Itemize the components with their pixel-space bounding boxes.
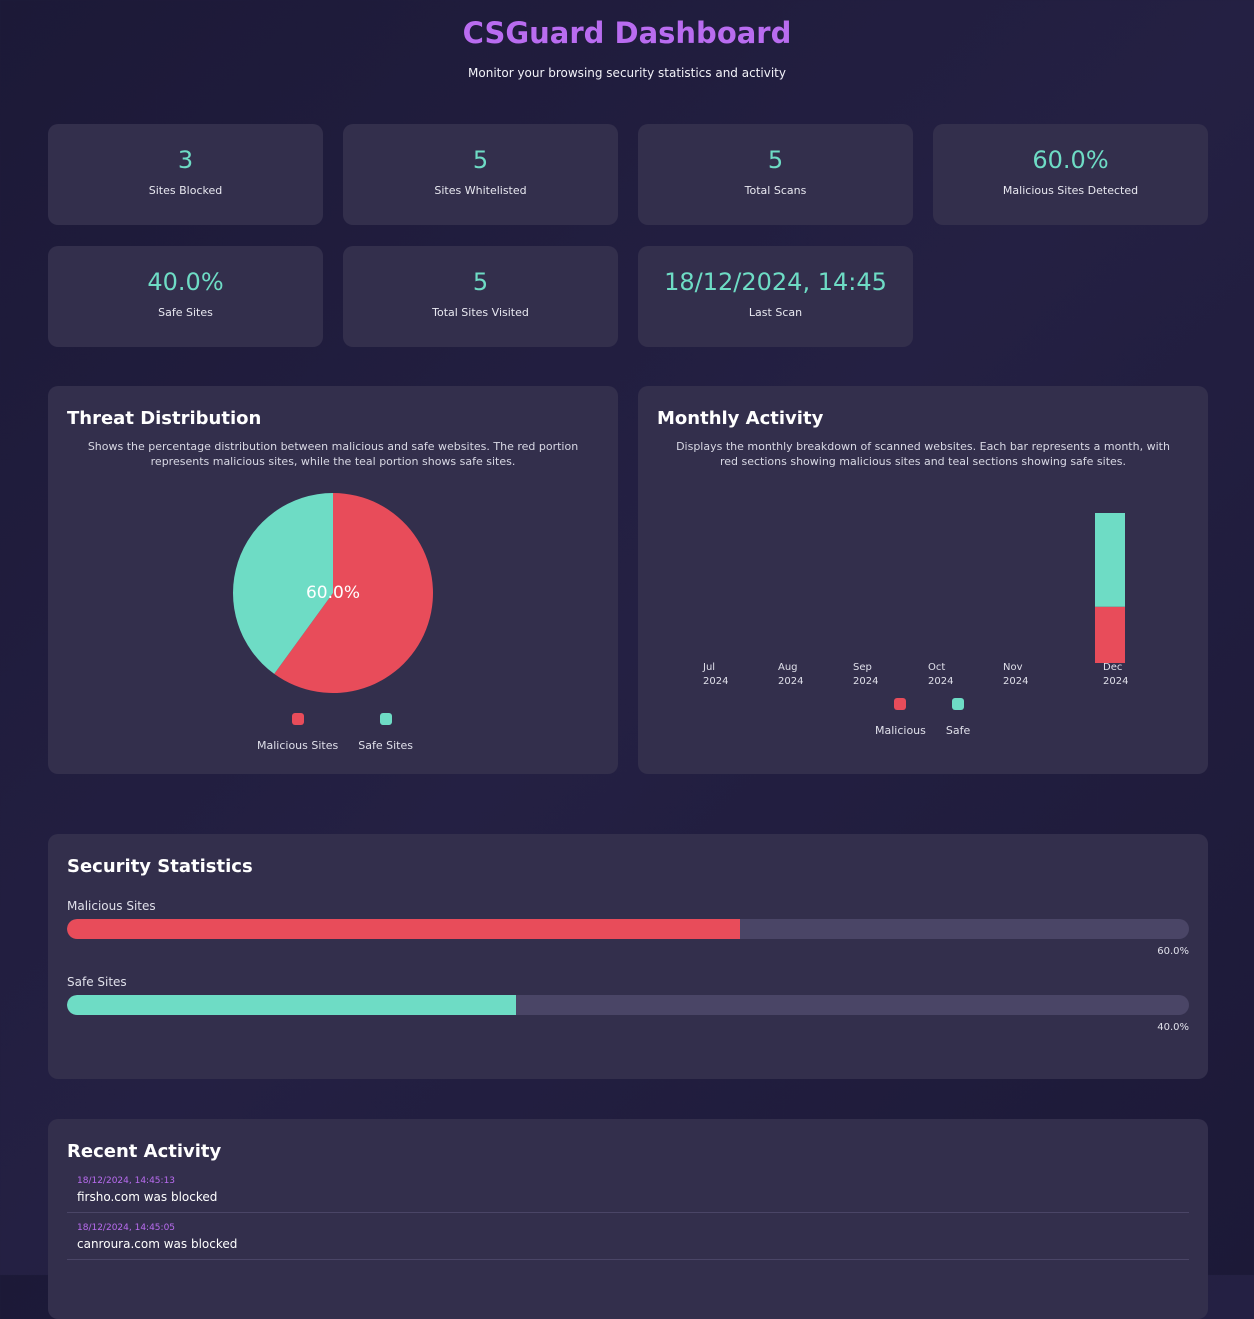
activity-message: firsho.com was blocked [77, 1190, 218, 1204]
stat-label: Malicious Sites Detected [1002, 184, 1139, 197]
activity-message: canroura.com was blocked [77, 1237, 238, 1251]
panel-description: Displays the monthly breakdown of scanne… [676, 440, 1170, 468]
legend-item-safe[interactable]: Safe Sites [358, 713, 413, 752]
progress-label: Safe Sites [67, 975, 127, 989]
monthly-activity-panel: Monthly Activity Displays the monthly br… [638, 386, 1208, 774]
page-subtitle: Monitor your browsing security statistic… [468, 66, 786, 80]
stat-sites-blocked: 3 Sites Blocked [48, 124, 323, 225]
panel-description: Shows the percentage distribution betwee… [87, 440, 579, 468]
x-tick-label: 2024 [928, 676, 953, 687]
legend-item-safe[interactable]: Safe [946, 698, 970, 737]
legend-label: Malicious [875, 724, 926, 737]
bar-malicious-dec[interactable] [1095, 606, 1125, 663]
stat-label: Sites Whitelisted [434, 184, 527, 197]
stat-value: 60.0% [1032, 146, 1109, 174]
x-tick-label: Sep [853, 662, 872, 673]
stat-label: Last Scan [748, 306, 803, 319]
legend-swatch [291, 713, 304, 725]
x-tick-label: 2024 [778, 676, 803, 687]
panel-title: Threat Distribution [67, 408, 262, 429]
activity-time: 18/12/2024, 14:45:05 [77, 1223, 176, 1233]
security-statistics-panel: Security Statistics Malicious Sites 60.0… [48, 834, 1208, 1079]
progress-label: Malicious Sites [67, 899, 156, 913]
stat-total-visited: 5 Total Sites Visited [343, 246, 618, 347]
x-tick-label: 2024 [1103, 676, 1128, 687]
legend-item-malicious[interactable]: Malicious Sites [257, 713, 338, 752]
threat-distribution-panel: Threat Distribution Shows the percentage… [48, 386, 618, 774]
safe-progress-bar [67, 995, 1189, 1015]
bar-chart: Jul 2024 Aug 2024 Sep 2024 Oct 2024 Nov 2024 Dec 20… [702, 513, 1128, 687]
pie-slice-malicious-sites[interactable] [274, 493, 433, 693]
legend-swatch [894, 698, 907, 710]
stats-grid: 3 Sites Blocked 5 Sites Whitelisted 5 Total… [48, 124, 1208, 347]
activity-time: 18/12/2024, 14:45:13 [77, 1176, 176, 1186]
x-tick-label: 2024 [703, 676, 728, 687]
bar-legend: Malicious Safe [875, 698, 970, 737]
stat-total-scans: 5 Total Scans [638, 124, 913, 225]
x-tick-label: Aug [778, 662, 798, 673]
stat-label: Sites Blocked [148, 184, 223, 197]
stat-value: 5 [472, 146, 489, 174]
activity-item: 18/12/2024, 14:45:05 canroura.com was blo… [67, 1213, 1189, 1260]
x-tick-label: Oct [928, 662, 945, 673]
progress-percent: 40.0% [1157, 1022, 1189, 1033]
stat-label: Total Scans [744, 184, 807, 197]
stat-malicious-detected: 60.0% Malicious Sites Detected [933, 124, 1208, 225]
recent-activity-panel: Recent Activity 18/12/2024, 14:45:13 firs… [48, 1119, 1208, 1319]
legend-swatch [952, 698, 965, 710]
x-tick-label: 2024 [1003, 676, 1028, 687]
stat-value: 18/12/2024, 14:45 [664, 268, 887, 296]
x-tick-label: Jul [702, 662, 715, 673]
stat-value: 5 [767, 146, 784, 174]
legend-label: Safe [945, 724, 971, 737]
progress-fill [67, 919, 741, 939]
stat-value: 40.0% [147, 268, 224, 296]
activity-item: 18/12/2024, 14:45:13 firsho.com was block… [67, 1166, 1189, 1213]
legend-item-malicious[interactable]: Malicious [875, 698, 926, 737]
panel-title: Monthly Activity [657, 408, 824, 429]
x-tick-label: Nov [1003, 662, 1023, 673]
pie-center-label: 60.0% [305, 583, 360, 603]
progress-percent: 60.0% [1157, 946, 1189, 957]
panel-title: Recent Activity [67, 1141, 222, 1162]
stat-value: 3 [177, 146, 194, 174]
progress-fill [67, 995, 516, 1015]
stat-label: Total Sites Visited [432, 306, 529, 319]
stat-safe-sites: 40.0% Safe Sites [48, 246, 323, 347]
bar-safe-dec[interactable] [1095, 513, 1125, 607]
legend-label: Safe Sites [358, 739, 413, 752]
pie-slice-safe-sites[interactable] [233, 493, 333, 674]
pie-legend: Malicious Sites Safe Sites [257, 713, 413, 752]
page-title: CSGuard Dashboard [462, 16, 792, 50]
stat-last-scan: 18/12/2024, 14:45 Last Scan [638, 246, 913, 347]
legend-swatch [379, 713, 392, 725]
x-tick-label: 2024 [853, 676, 878, 687]
pie-chart [233, 493, 433, 693]
stat-value: 5 [472, 268, 489, 296]
malicious-progress-bar [67, 919, 1189, 939]
x-tick-label: Dec [1103, 662, 1122, 673]
stat-label: Safe Sites [158, 306, 213, 319]
panel-title: Security Statistics [67, 856, 253, 877]
legend-label: Malicious Sites [257, 739, 339, 752]
stat-sites-whitelisted: 5 Sites Whitelisted [343, 124, 618, 225]
